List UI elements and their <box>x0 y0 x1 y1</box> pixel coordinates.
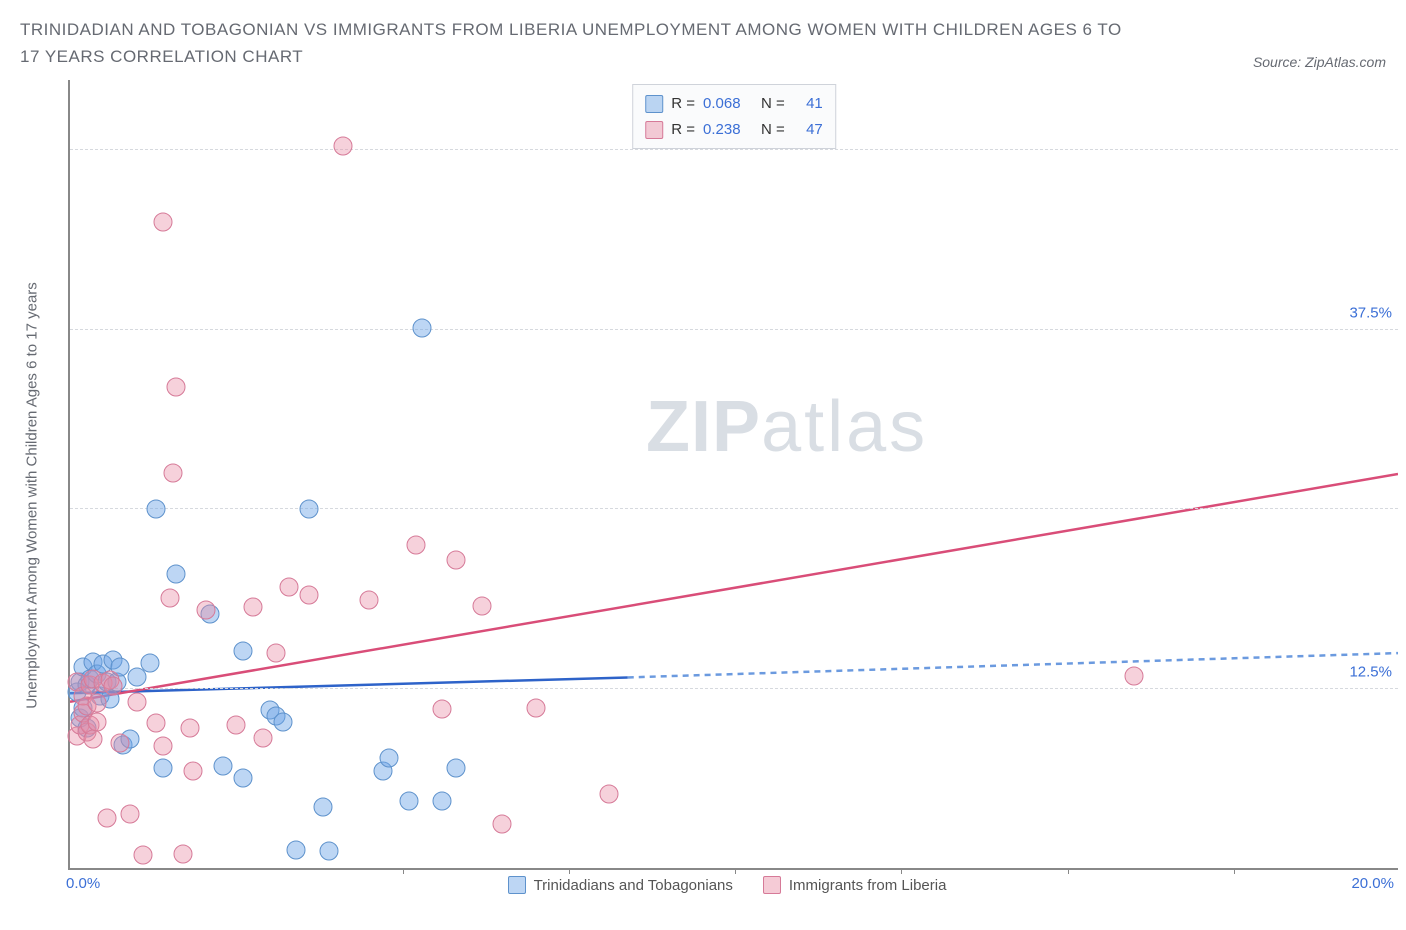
legend-n-value: 41 <box>793 91 823 117</box>
chart-title: TRINIDADIAN AND TOBAGONIAN VS IMMIGRANTS… <box>20 16 1140 70</box>
data-point <box>167 378 186 397</box>
legend-item: Immigrants from Liberia <box>763 876 947 894</box>
x-tick-mark <box>735 868 736 874</box>
data-point <box>140 653 159 672</box>
data-point <box>243 597 262 616</box>
data-point <box>213 757 232 776</box>
watermark: ZIPatlas <box>646 386 928 468</box>
data-point <box>127 668 146 687</box>
data-point <box>87 712 106 731</box>
data-point <box>154 737 173 756</box>
legend-r-label: R = <box>671 91 695 117</box>
gridline <box>70 508 1398 509</box>
trend-lines <box>70 80 1398 868</box>
data-point <box>233 768 252 787</box>
legend-r-value: 0.068 <box>703 91 753 117</box>
data-point <box>134 846 153 865</box>
data-point <box>446 758 465 777</box>
data-point <box>84 730 103 749</box>
x-tick-label: 0.0% <box>66 875 100 892</box>
legend-r-label: R = <box>671 117 695 143</box>
data-point <box>599 784 618 803</box>
data-point <box>167 564 186 583</box>
data-point <box>164 464 183 483</box>
data-point <box>174 845 193 864</box>
series-legend: Trinidadians and Tobagonians Immigrants f… <box>68 876 1386 894</box>
legend-swatch <box>645 121 663 139</box>
x-tick-mark <box>901 868 902 874</box>
source-attribution: Source: ZipAtlas.com <box>1253 54 1386 70</box>
gridline <box>70 149 1398 150</box>
data-point <box>413 319 432 338</box>
legend-n-value: 47 <box>793 117 823 143</box>
data-point <box>233 642 252 661</box>
data-point <box>127 692 146 711</box>
data-point <box>313 797 332 816</box>
legend-n-label: N = <box>761 117 785 143</box>
data-point <box>154 758 173 777</box>
gridline <box>70 688 1398 689</box>
data-point <box>110 734 129 753</box>
y-axis-label: Unemployment Among Women with Children A… <box>24 283 41 710</box>
data-point <box>184 761 203 780</box>
data-point <box>147 714 166 733</box>
x-tick-label: 20.0% <box>1351 875 1394 892</box>
gridline <box>70 329 1398 330</box>
data-point <box>104 676 123 695</box>
data-point <box>406 536 425 555</box>
legend-swatch <box>508 876 526 894</box>
legend-swatch <box>763 876 781 894</box>
legend-label: Trinidadians and Tobagonians <box>534 877 733 894</box>
x-tick-mark <box>1068 868 1069 874</box>
legend-row: R = 0.068 N = 41 <box>645 91 823 117</box>
legend-n-label: N = <box>761 91 785 117</box>
x-tick-mark <box>403 868 404 874</box>
data-point <box>97 809 116 828</box>
data-point <box>253 728 272 747</box>
data-point <box>227 715 246 734</box>
data-point <box>333 136 352 155</box>
data-point <box>180 718 199 737</box>
data-point <box>273 712 292 731</box>
data-point <box>154 213 173 232</box>
legend-item: Trinidadians and Tobagonians <box>508 876 733 894</box>
x-tick-mark <box>1234 868 1235 874</box>
x-tick-mark <box>569 868 570 874</box>
legend-label: Immigrants from Liberia <box>789 877 947 894</box>
scatter-plot: ZIPatlas R = 0.068 N = 41 R = 0.238 N = 47 12.5… <box>68 80 1398 870</box>
data-point <box>526 698 545 717</box>
data-point <box>473 596 492 615</box>
data-point <box>160 589 179 608</box>
data-point <box>280 577 299 596</box>
data-point <box>1125 666 1144 685</box>
legend-r-value: 0.238 <box>703 117 753 143</box>
data-point <box>493 814 512 833</box>
data-point <box>287 840 306 859</box>
y-tick-label: 37.5% <box>1349 304 1392 321</box>
data-point <box>147 500 166 519</box>
data-point <box>87 694 106 713</box>
data-point <box>446 550 465 569</box>
y-tick-label: 12.5% <box>1349 663 1392 680</box>
data-point <box>300 500 319 519</box>
data-point <box>433 791 452 810</box>
data-point <box>320 842 339 861</box>
data-point <box>433 699 452 718</box>
data-point <box>120 804 139 823</box>
data-point <box>400 791 419 810</box>
data-point <box>267 643 286 662</box>
legend-swatch <box>645 95 663 113</box>
correlation-legend: R = 0.068 N = 41 R = 0.238 N = 47 <box>632 84 836 149</box>
data-point <box>360 590 379 609</box>
data-point <box>300 586 319 605</box>
legend-row: R = 0.238 N = 47 <box>645 117 823 143</box>
data-point <box>380 748 399 767</box>
data-point <box>197 600 216 619</box>
